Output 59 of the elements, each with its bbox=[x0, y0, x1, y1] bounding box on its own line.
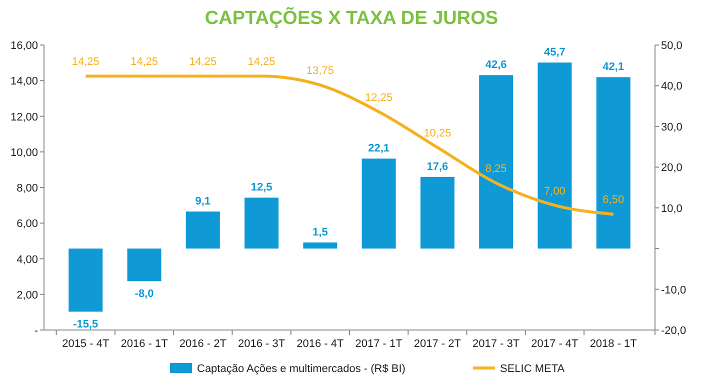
y-tick-label: 2,00 bbox=[16, 289, 38, 302]
bar bbox=[68, 248, 103, 312]
y2-tick-label: 20,0 bbox=[661, 162, 682, 174]
legend-label: Captação Ações e multimercados - (R$ BI) bbox=[197, 363, 406, 375]
bar bbox=[186, 212, 220, 249]
data-label: 9,1 bbox=[195, 196, 211, 208]
x-tick-label: 2018 - 1T bbox=[590, 338, 638, 350]
y-tick-label: 16,00 bbox=[10, 40, 38, 52]
y2-tick-label: 30,0 bbox=[661, 121, 682, 134]
y-tick-label: 14,00 bbox=[10, 76, 38, 88]
data-label: 14,25 bbox=[72, 56, 100, 68]
data-label: 12,5 bbox=[250, 182, 272, 194]
data-label: -15,5 bbox=[73, 318, 98, 331]
bar bbox=[479, 75, 514, 249]
bar bbox=[244, 198, 279, 249]
data-label: 17,6 bbox=[426, 160, 448, 173]
bar bbox=[420, 176, 454, 249]
data-label: 12,25 bbox=[365, 92, 393, 104]
y-tick-label: - bbox=[34, 325, 38, 337]
y-tick-label: 10,00 bbox=[10, 146, 38, 159]
y2-tick-label: -20,0 bbox=[661, 325, 686, 337]
bar bbox=[303, 242, 338, 249]
x-tick-label: 2017 - 4T bbox=[531, 338, 579, 350]
data-label: 1,5 bbox=[312, 226, 328, 238]
x-tick-label: 2015 - 4T bbox=[62, 338, 110, 350]
data-label: 6,50 bbox=[602, 194, 624, 206]
x-tick-label: 2016 - 4T bbox=[296, 338, 344, 350]
bar bbox=[538, 62, 572, 249]
data-label: 42,1 bbox=[602, 61, 624, 74]
x-tick-label: 2017 - 2T bbox=[414, 338, 462, 350]
data-label: 13,75 bbox=[306, 65, 334, 78]
y-tick-label: 4,00 bbox=[16, 254, 38, 266]
data-label: 8,25 bbox=[485, 163, 507, 176]
data-label: 10,25 bbox=[424, 127, 452, 140]
data-label: -8,0 bbox=[134, 288, 154, 300]
data-label: 14,25 bbox=[189, 56, 217, 68]
y-tick-label: 12,00 bbox=[10, 111, 38, 124]
chart-title: CAPTAÇÕES X TAXA DE JUROS bbox=[204, 7, 498, 29]
data-label: 14,25 bbox=[130, 56, 158, 68]
bar bbox=[127, 248, 162, 282]
y2-tick-label: 10,0 bbox=[661, 202, 682, 215]
x-tick-label: 2017 - 3T bbox=[472, 338, 520, 350]
y2-tick-label: 40,0 bbox=[661, 80, 682, 93]
data-label: 22,1 bbox=[368, 142, 390, 155]
y2-tick-label: 50,0 bbox=[661, 40, 682, 52]
data-label: 45,7 bbox=[544, 46, 566, 59]
x-tick-label: 2017 - 1T bbox=[355, 338, 403, 350]
x-tick-label: 2016 - 2T bbox=[179, 338, 227, 350]
y-tick-label: 6,00 bbox=[16, 218, 38, 230]
y2-tick-label: -10,0 bbox=[661, 284, 686, 296]
data-label: 7,00 bbox=[544, 185, 566, 198]
bar bbox=[362, 158, 396, 249]
x-tick-label: 2016 - 1T bbox=[120, 338, 168, 350]
x-tick-label: 2016 - 3T bbox=[238, 338, 286, 350]
bar bbox=[596, 77, 630, 249]
legend-label: SELIC META bbox=[500, 363, 566, 375]
data-label: 42,6 bbox=[485, 59, 507, 72]
data-label: 14,25 bbox=[248, 56, 276, 68]
y-tick-label: 8,00 bbox=[16, 182, 38, 194]
